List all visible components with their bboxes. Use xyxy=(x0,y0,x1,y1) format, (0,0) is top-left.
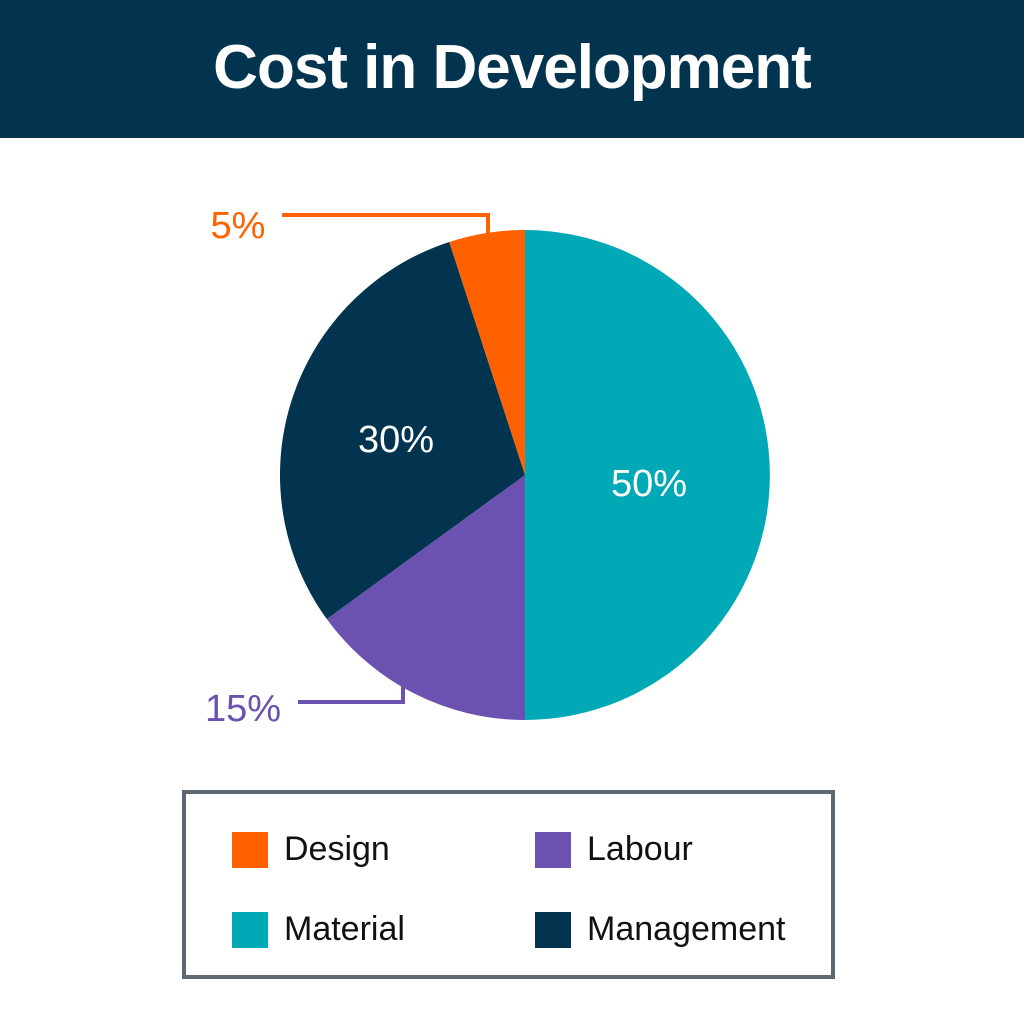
legend-item-material: Material xyxy=(232,910,405,949)
legend-swatch-labour xyxy=(535,831,571,868)
pie-slice-design xyxy=(449,230,525,475)
legend-label-labour: Labour xyxy=(587,830,693,868)
leader-line-design xyxy=(282,213,490,236)
pie-chart: 50% 30% 5% 15% xyxy=(205,205,770,730)
legend-swatch-design xyxy=(232,831,268,868)
slice-label-labour: 15% xyxy=(205,688,281,730)
title-bar: Cost in Development xyxy=(0,0,1024,138)
legend-item-labour: Labour xyxy=(535,830,693,869)
page-title: Cost in Development xyxy=(213,32,812,102)
legend-label-material: Material xyxy=(284,910,405,948)
slice-label-management: 30% xyxy=(358,419,434,461)
legend-item-management: Management xyxy=(535,910,785,949)
pie-slice-management xyxy=(279,241,525,620)
legend-swatch-management xyxy=(535,911,571,948)
legend: Design Labour Material Management xyxy=(182,790,835,979)
leader-line-labour xyxy=(298,684,405,704)
slice-label-design: 5% xyxy=(211,205,266,247)
pie-slice-material xyxy=(525,230,770,720)
slice-label-material: 50% xyxy=(611,463,687,505)
legend-item-design: Design xyxy=(232,830,390,869)
pie-slice-labour xyxy=(326,475,525,720)
legend-label-design: Design xyxy=(284,830,390,868)
legend-swatch-material xyxy=(232,911,268,948)
legend-label-management: Management xyxy=(587,910,786,948)
